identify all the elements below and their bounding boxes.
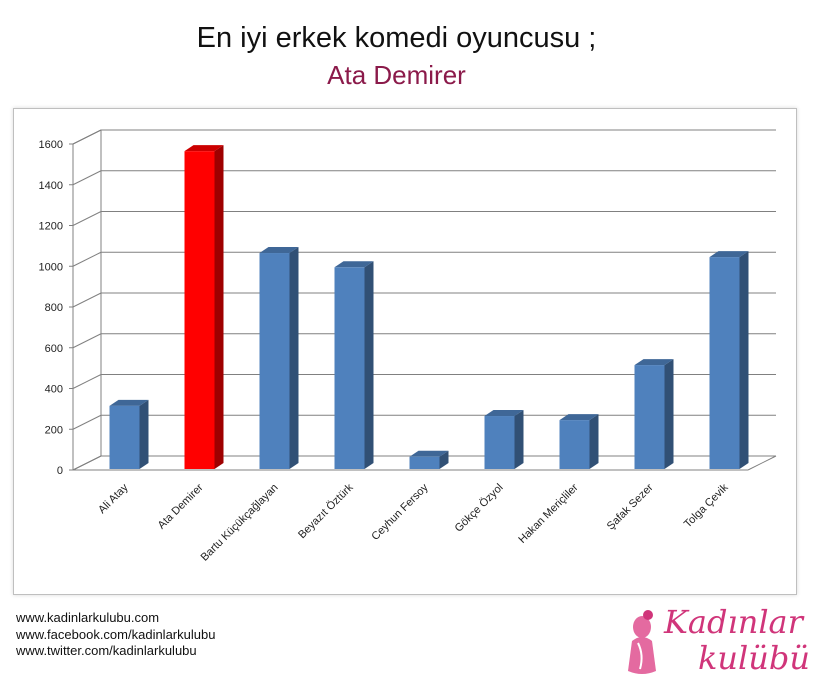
x-tick-label: Gökçe Özyol — [453, 482, 506, 535]
bar-side — [664, 359, 674, 469]
y-tick-label: 600 — [45, 343, 63, 355]
bar-side — [589, 414, 599, 469]
gridline-diagonal — [72, 211, 102, 226]
bar-side — [514, 410, 524, 469]
bar — [709, 257, 740, 469]
kadinlar-kulubu-logo: Kadınlar kulübü — [628, 603, 808, 677]
chart-frame — [13, 108, 797, 595]
y-tick-label: 1000 — [39, 261, 63, 273]
facebook-link[interactable]: www.facebook.com/kadinlarkulubu — [16, 626, 216, 642]
logo-line2: kulübü — [698, 639, 808, 677]
y-tick-label: 1200 — [39, 221, 63, 233]
x-tick-label: Beyazıt Öztürk — [296, 481, 356, 541]
x-tick-label: Ali Atay — [96, 481, 131, 516]
y-tick-label: 200 — [45, 424, 63, 436]
page-title: En iyi erkek komedi oyuncusu ; — [196, 22, 597, 54]
gridline-diagonal — [72, 129, 102, 145]
y-tick-label: 400 — [45, 384, 63, 396]
bar-top — [634, 359, 674, 366]
gridline-diagonal — [72, 414, 102, 430]
y-tick-label: 0 — [57, 465, 63, 477]
bar-side — [364, 261, 374, 469]
bar — [259, 253, 290, 469]
x-tick-label: Ceyhun Fersoy — [369, 481, 431, 543]
gridline-diagonal — [72, 170, 102, 186]
lady-figure-icon — [628, 610, 656, 674]
bar — [409, 456, 440, 469]
bar-top — [409, 450, 449, 457]
website-link[interactable]: www.kadinlarkulubu.com — [16, 610, 160, 625]
bar-side — [139, 399, 149, 469]
gridline-diagonal — [72, 251, 102, 267]
bar-top — [484, 410, 524, 417]
bar-top — [184, 145, 224, 152]
x-tick-label: Tolga Çevik — [682, 481, 731, 530]
y-tick-label: 800 — [45, 302, 63, 314]
bar-top — [109, 399, 149, 406]
x-tick-label: Şafak Sezer — [605, 481, 656, 532]
x-axis-end — [747, 455, 777, 471]
gridline-diagonal — [72, 455, 102, 471]
bar — [334, 267, 365, 469]
bar — [559, 420, 590, 469]
bar — [484, 416, 515, 469]
bar-side — [439, 450, 449, 469]
x-tick-label: Hakan Meriçliler — [516, 481, 580, 545]
logo-line1: Kadınlar — [663, 603, 805, 641]
bar-top — [259, 247, 299, 254]
x-tick-label: Ata Demirer — [156, 481, 206, 531]
bar — [634, 365, 665, 469]
page-subtitle: Ata Demirer — [327, 60, 466, 90]
y-tick-label: 1400 — [39, 180, 63, 192]
bar — [184, 151, 215, 469]
y-tick-label: 1600 — [39, 139, 63, 151]
bar-top — [334, 261, 374, 268]
bar-side — [214, 145, 224, 469]
bar-top — [559, 414, 599, 421]
gridline-diagonal — [72, 374, 102, 389]
bar-side — [289, 247, 299, 469]
bar-top — [709, 251, 749, 258]
x-tick-label: Bartu Küçükçağlayan — [199, 482, 281, 564]
footer-links: www.kadinlarkulubu.com www.facebook.com/… — [16, 610, 215, 660]
bar — [109, 405, 140, 469]
gridline-diagonal — [72, 333, 102, 349]
gridline-diagonal — [72, 292, 102, 308]
twitter-link[interactable]: www.twitter.com/kadinlarkulubu — [16, 643, 197, 658]
bar-side — [739, 251, 749, 469]
